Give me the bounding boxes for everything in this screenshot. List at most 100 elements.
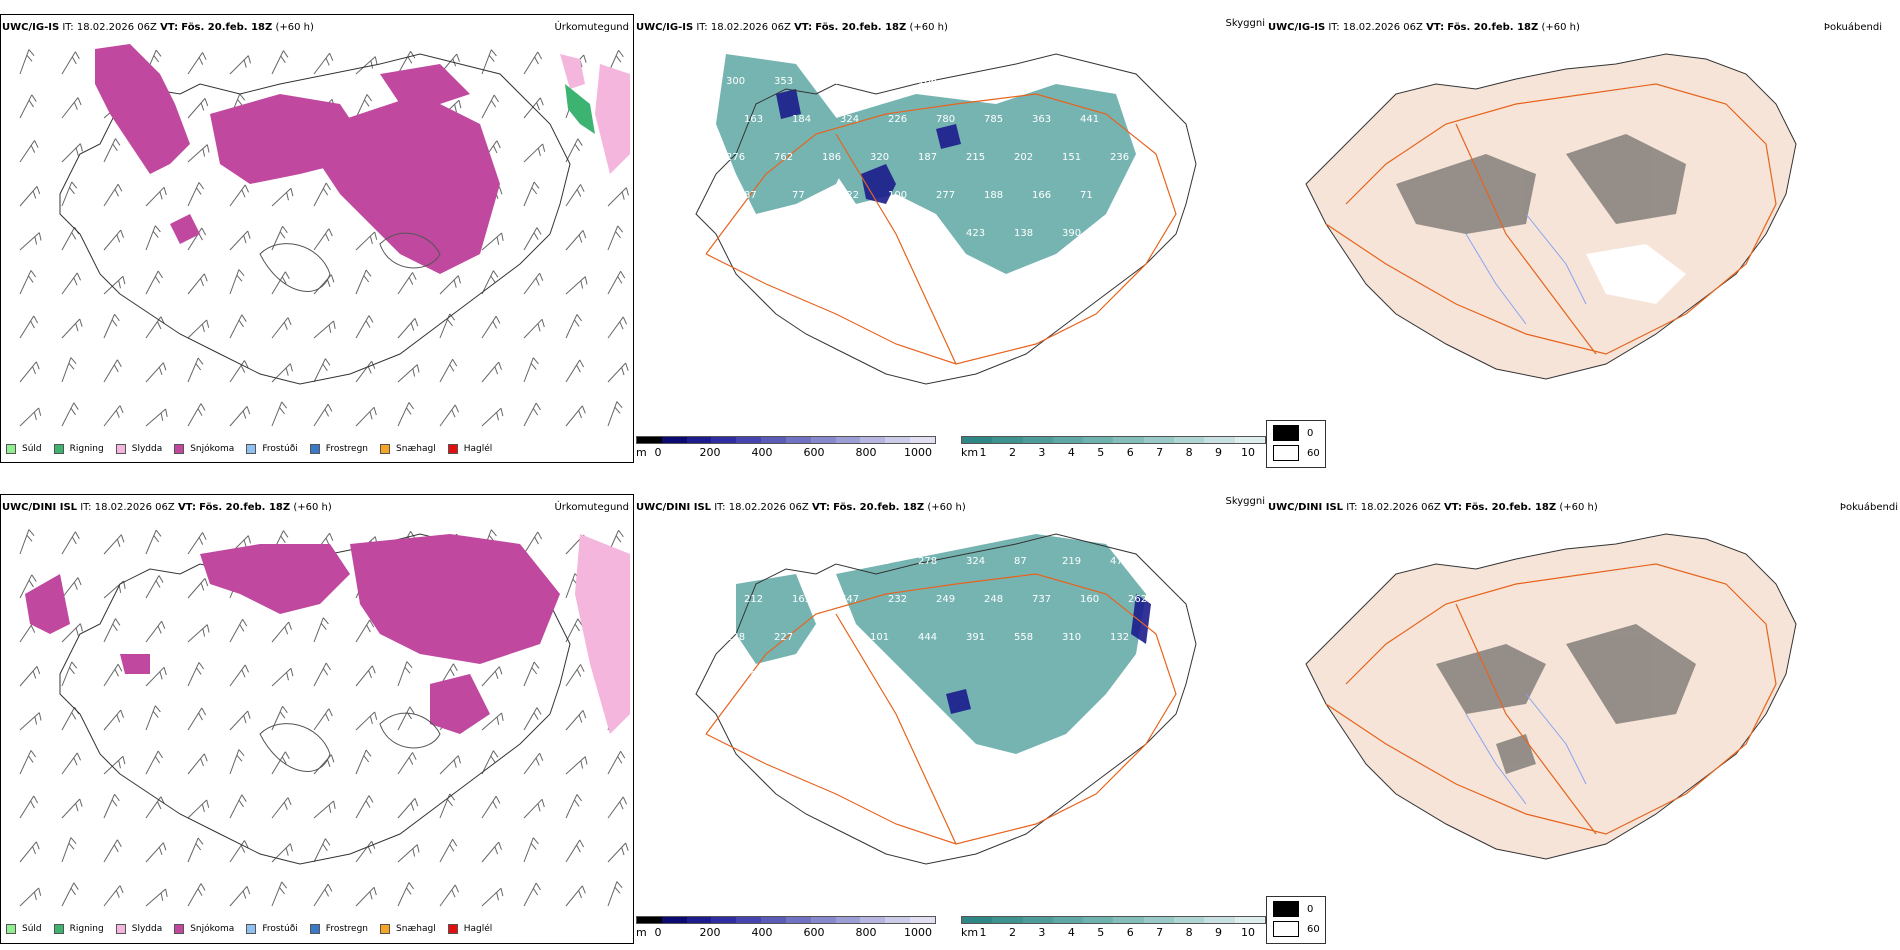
cloudbase-label: 558 [1014,632,1033,643]
run-time: 18.02.2026 06Z [1342,22,1423,33]
wind-barb [271,667,297,692]
colorbar-segment [686,917,712,923]
legend-swatch [246,924,257,934]
snow-areas [95,44,500,274]
wind-barb [565,359,587,387]
cloud-map: 376 292 240 432 278 324 87 219 476 212 1650 747 232 2… [695,533,1197,865]
cloud-panel-bottom: UWC/DINI ISL IT: 18.02.2026 06Z VT: Fös.… [636,478,1271,950]
cloudbase-label: 535 [1062,76,1081,87]
colorbar-tick: 1000 [904,926,932,939]
panel-header: UWC/IG-IS IT: 18.02.2026 06Z VT: Fös. 20… [1268,22,1580,34]
colorbar-segment [1022,917,1053,923]
panel-title: Úrkomutegund [554,22,629,33]
wind-barb [523,706,544,734]
wind-barb [607,270,628,298]
cloudbase-label: 240 [822,556,841,567]
wind-barb [607,881,624,909]
wind-barb [271,225,290,254]
wind-barb [523,226,544,254]
wind-barb [229,55,254,80]
cloudbase-label: 785 [984,114,1003,125]
fog-legend-swatch [1273,425,1299,441]
wind-barb [19,749,38,778]
legend-item: Slydda [115,444,162,454]
wind-barb [523,402,543,430]
fog-shading [1436,624,1696,774]
valid-label: VT: [1443,502,1462,513]
run-time: 18.02.2026 06Z [710,22,791,33]
valid-time: Fös. 20.feb. 18Z [815,22,907,33]
wind-barb [145,750,165,778]
wind-barb [313,403,335,431]
wind-barb [565,756,591,780]
wind-barb [103,839,124,867]
colorbar-tick: 1 [979,446,987,459]
colorbar-tick: 400 [751,926,773,939]
cloudbase-label: 163 [744,114,763,125]
wind-barb [61,882,81,910]
cloudbase-areas [776,89,961,204]
wind-barb [397,751,419,779]
cloudbase-label: 476 [1110,556,1129,567]
colorbar-segment [1143,437,1175,443]
colorbar-segment [835,437,861,443]
colorbar-tick: 600 [803,446,825,459]
wind-barb [103,275,129,300]
cloudbase-label: 398 [726,228,745,239]
wind-barb [19,529,36,557]
cloudbase-areas [946,594,1151,714]
cloudbase-label: 74 [774,228,787,239]
cloudbase-label: 762 [774,152,793,163]
wind-barb [229,710,254,736]
legend-swatch [380,924,391,934]
colorbar-segment [785,917,811,923]
cloudbase-label: 277 [936,190,955,201]
legend-label: Frostregn [325,924,369,934]
wind-barb [187,624,213,648]
legend-item: Frostúði [246,444,298,454]
wind-barb [61,623,86,648]
sleet-areas [575,534,630,734]
wind-barb [481,750,501,778]
road-network [1325,83,1777,355]
colorbar-tick: 4 [1067,446,1075,459]
wind-barb [103,138,123,166]
legend-swatch [53,924,64,934]
legend-label: Frostúði [262,924,298,934]
legend-swatch [380,444,391,454]
wind-barb [61,318,86,344]
wind-barb [313,754,338,780]
colorbar-tick: 400 [751,446,773,459]
fog-legend-row: 0 [1273,901,1313,917]
colorbar-tick: 200 [699,446,721,459]
wind-barb [103,755,129,780]
wind-barb [481,407,507,432]
legend-item: Frostregn [309,444,368,454]
precip-map [19,529,632,912]
wind-barb [565,663,587,691]
valid-label: VT: [811,502,830,513]
run-time: 18.02.2026 06Z [94,502,175,513]
wind-barb [607,225,625,254]
wind-barb [355,665,379,691]
colorbar-segment [810,917,836,923]
wind-barb [187,51,209,79]
legend-label: Súld [22,924,42,934]
cloudbase-label: 141 [822,76,841,87]
cloudbase-label: 432 [870,556,889,567]
wind-barb [271,881,289,910]
colorbar-tick: 10 [1241,446,1255,459]
wind-barb [481,841,505,867]
run-label: IT: [80,502,92,513]
lead-time: (+60 h) [275,22,314,33]
colorbar-segment [860,437,886,443]
wind-barb [565,793,584,822]
cloudbase-label: 747 [840,594,859,605]
colorbar-segment [1083,437,1114,443]
wind-barb [397,401,416,430]
legend-item: Súld [6,444,42,454]
cloudbase-label: 188 [984,190,1003,201]
wind-barb [355,794,376,822]
wind-barb [481,666,506,692]
colorbar-segment [885,437,911,443]
